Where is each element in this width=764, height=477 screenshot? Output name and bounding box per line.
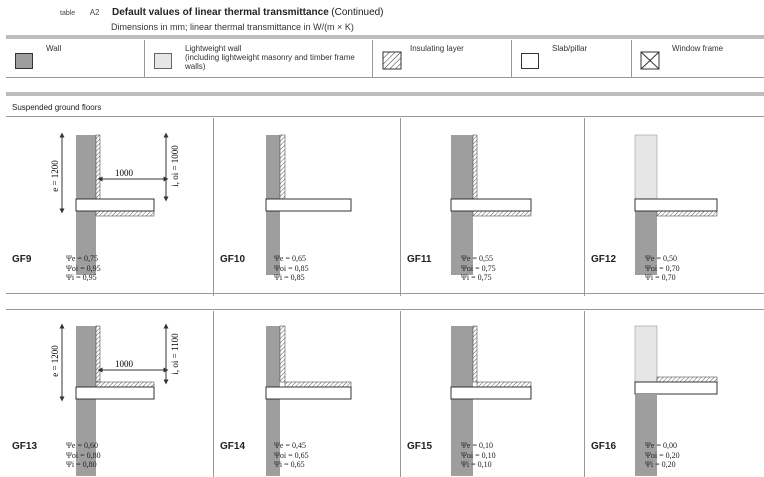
- psi-e: Ψe = 0,50: [645, 254, 677, 263]
- psi-oi: Ψoi = 0,95: [66, 263, 101, 273]
- psi-values: Ψe = 0,45 Ψoi = 0,65 Ψi = 0,65: [274, 441, 309, 470]
- psi-i: Ψi = 0,70: [645, 273, 676, 282]
- psi-e: Ψe = 0,75: [66, 254, 98, 263]
- psi-oi: Ψoi = 0,20: [645, 450, 680, 460]
- psi-values: Ψe = 0,50 Ψoi = 0,70 Ψi = 0,70: [645, 254, 680, 283]
- detail-gf16: GF16 Ψe = 0,00 Ψoi = 0,20 Ψi = 0,20: [585, 311, 764, 477]
- detail-gf15: GF15 Ψe = 0,10 Ψoi = 0,10 Ψi = 0,10: [401, 311, 585, 477]
- gf13-drawing: e = 1200 1000 i, oi = 1100: [50, 323, 180, 476]
- psi-e: Ψe = 0,60: [66, 441, 98, 450]
- psi-e: Ψe = 0,10: [461, 441, 493, 450]
- dim-horizontal: 1000: [115, 359, 134, 369]
- wall-swatch: [15, 53, 33, 69]
- detail-gf13: e = 1200 1000 i, oi = 1100 GF13 Ψe = 0,6…: [6, 311, 214, 477]
- legend-label: Wall: [46, 44, 62, 53]
- psi-i: Ψi = 0,95: [66, 273, 97, 282]
- dim-horizontal: 1000: [115, 168, 134, 178]
- detail-code: GF16: [591, 441, 617, 452]
- psi-oi: Ψoi = 0,85: [274, 263, 309, 273]
- legend: Wall Lightweight wall (including lightwe…: [6, 40, 764, 78]
- psi-e: Ψe = 0,55: [461, 254, 493, 263]
- detail-code: GF14: [220, 441, 246, 452]
- psi-values: Ψe = 0,10 Ψoi = 0,10 Ψi = 0,10: [461, 441, 496, 470]
- psi-i: Ψi = 0,80: [66, 460, 97, 469]
- legend-wall: Wall: [6, 40, 145, 78]
- detail-gf14: GF14 Ψe = 0,45 Ψoi = 0,65 Ψi = 0,65: [214, 311, 401, 477]
- detail-code: GF15: [407, 441, 433, 452]
- gf9-drawing: e = 1200 1000 i, oi = 1000: [50, 132, 180, 275]
- dim-i: i, oi = 1100: [170, 333, 180, 375]
- top-rule: [6, 35, 764, 39]
- dim-e: e = 1200: [50, 345, 60, 377]
- psi-values: Ψe = 0,00 Ψoi = 0,20 Ψi = 0,20: [645, 441, 680, 470]
- row-separator: [6, 293, 764, 310]
- psi-i: Ψi = 0,85: [274, 273, 305, 282]
- dim-e: e = 1200: [50, 160, 60, 192]
- psi-values: Ψe = 0,65 Ψoi = 0,85 Ψi = 0,85: [274, 254, 309, 283]
- legend-lightweight-wall: Lightweight wall (including lightweight …: [145, 40, 373, 78]
- legend-window-frame: Window frame: [632, 40, 764, 78]
- detail-code: GF13: [12, 441, 38, 452]
- gf15-drawing: [450, 325, 532, 476]
- dim-i: i, oi = 1000: [170, 145, 180, 187]
- gf14-drawing: [265, 325, 352, 476]
- legend-slab-pillar: Slab/pillar: [512, 40, 632, 78]
- psi-e: Ψe = 0,45: [274, 441, 306, 450]
- psi-i: Ψi = 0,75: [461, 273, 492, 282]
- section-rule: [6, 92, 764, 96]
- hatch-swatch: [382, 51, 402, 70]
- psi-i: Ψi = 0,10: [461, 460, 492, 469]
- section-title: Suspended ground floors: [6, 98, 764, 117]
- psi-oi: Ψoi = 0,80: [66, 450, 101, 460]
- row-2: e = 1200 1000 i, oi = 1100 GF13 Ψe = 0,6…: [6, 311, 764, 477]
- window-frame-icon: [640, 51, 660, 70]
- detail-code: GF11: [407, 254, 432, 265]
- psi-values: Ψe = 0,55 Ψoi = 0,75 Ψi = 0,75: [461, 254, 496, 283]
- slab-swatch: [521, 53, 539, 69]
- psi-e: Ψe = 0,00: [645, 441, 677, 450]
- detail-code: GF12: [591, 254, 617, 265]
- gf11-drawing: [450, 134, 532, 275]
- psi-oi: Ψoi = 0,10: [461, 450, 496, 460]
- psi-i: Ψi = 0,20: [645, 460, 676, 469]
- psi-i: Ψi = 0,65: [274, 460, 305, 469]
- legend-label: Lightweight wall: [185, 44, 242, 53]
- table-subtitle: Dimensions in mm; linear thermal transmi…: [111, 22, 354, 32]
- gf16-drawing: [634, 325, 718, 476]
- detail-code: GF9: [12, 254, 32, 265]
- row-1: e = 1200 1000 i, oi = 1000 GF9 Ψe = 0,75…: [6, 118, 764, 296]
- legend-insulating-layer: Insulating layer: [373, 40, 512, 78]
- detail-gf10: GF10 Ψe = 0,65 Ψoi = 0,85 Ψi = 0,85: [214, 118, 401, 296]
- table-number: A2: [89, 8, 100, 17]
- psi-oi: Ψoi = 0,70: [645, 263, 680, 273]
- detail-gf12: GF12 Ψe = 0,50 Ψoi = 0,70 Ψi = 0,70: [585, 118, 764, 296]
- detail-gf9: e = 1200 1000 i, oi = 1000 GF9 Ψe = 0,75…: [6, 118, 214, 296]
- gf10-drawing: [265, 134, 352, 275]
- legend-label: Window frame: [672, 44, 724, 53]
- legend-sublabel: (including lightweight masonry and timbe…: [185, 53, 355, 71]
- table-header: table A2 Default values of linear therma…: [60, 7, 384, 18]
- detail-code: GF10: [220, 254, 246, 265]
- psi-oi: Ψoi = 0,75: [461, 263, 496, 273]
- psi-values: Ψe = 0,75 Ψoi = 0,95 Ψi = 0,95: [66, 254, 101, 283]
- table-title-suffix: (Continued): [331, 7, 384, 18]
- legend-label: Slab/pillar: [552, 44, 588, 53]
- lightweight-wall-swatch: [154, 53, 172, 69]
- detail-gf11: GF11 Ψe = 0,55 Ψoi = 0,75 Ψi = 0,75: [401, 118, 585, 296]
- psi-oi: Ψoi = 0,65: [274, 450, 309, 460]
- gf12-drawing: [634, 134, 718, 275]
- legend-label: Insulating layer: [410, 44, 464, 53]
- psi-e: Ψe = 0,65: [274, 254, 306, 263]
- psi-values: Ψe = 0,60 Ψoi = 0,80 Ψi = 0,80: [66, 441, 101, 470]
- table-title: Default values of linear thermal transmi…: [112, 7, 329, 18]
- table-label: table: [60, 10, 76, 17]
